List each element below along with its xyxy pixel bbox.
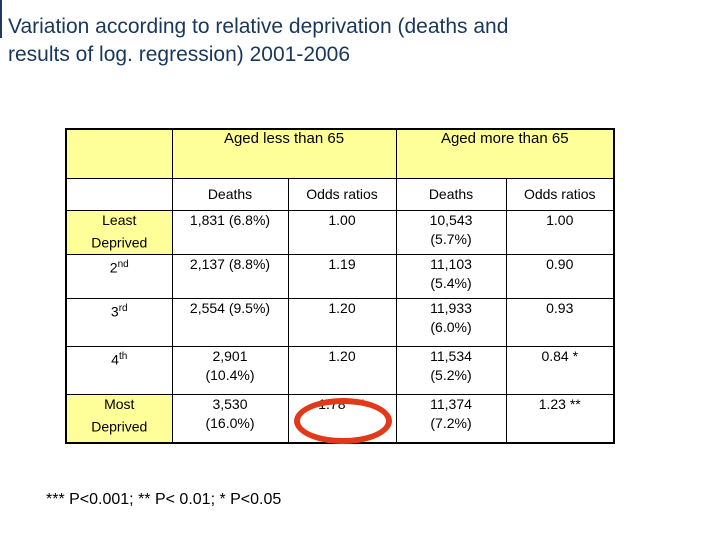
row-label-suffix: th: [118, 350, 128, 362]
table-row-most-deprived: Most Deprived 3,530 (16.0%) 1.78 *** 11,…: [65, 393, 615, 444]
cell-deaths-lt65: 1,831 (6.8%): [171, 209, 289, 255]
slide-edge-line: [0, 0, 2, 38]
row-label-text: 4: [111, 351, 119, 368]
row-label-text: 2: [109, 259, 118, 276]
cell-odds-lt65: 1.00: [287, 209, 397, 255]
subheader-odds-lt65: Odds ratios: [287, 177, 397, 211]
table-row-2nd: 2nd 2,137 (8.8%) 1.19 11,103 (5.4%) 0.90: [65, 253, 615, 299]
row-label-most-deprived: Most Deprived: [65, 393, 173, 444]
row-label-text: 3: [110, 303, 119, 320]
row-label-text: Most Deprived: [91, 395, 148, 435]
table-row-3rd: 3rd 2,554 (9.5%) 1.20 11,933 (6.0%) 0.93: [65, 297, 615, 347]
table-row-4th: 4th 2,901 (10.4%) 1.20 11,534 (5.2%) 0.8…: [65, 345, 615, 395]
table-row-least-deprived: Least Deprived 1,831 (6.8%) 1.00 10,543 …: [65, 209, 615, 255]
significance-footnote: *** P<0.001; ** P< 0.01; * P<0.05: [46, 491, 282, 508]
cell-odds-gt65: 1.00: [505, 209, 615, 255]
cell-deaths-gt65: 11,534 (5.2%): [395, 345, 507, 395]
row-label-4th: 4th: [65, 345, 173, 395]
cell-odds-lt65: 1.20: [287, 345, 397, 395]
cell-odds-lt65: 1.20: [287, 297, 397, 347]
cell-deaths-lt65: 3,530 (16.0%): [171, 393, 289, 444]
table-group-header-row: Aged less than 65 Aged more than 65: [65, 128, 615, 179]
row-label-suffix: rd: [118, 302, 128, 314]
cell-deaths-gt65: 10,543 (5.7%): [395, 209, 507, 255]
cell-odds-gt65: 1.23 **: [505, 393, 615, 444]
column-group-aged-more-than-65: Aged more than 65: [395, 128, 615, 179]
table-subheader-row: Deaths Odds ratios Deaths Odds ratios: [65, 177, 615, 211]
cell-odds-gt65: 0.90: [505, 253, 615, 299]
row-label-2nd: 2nd: [65, 253, 173, 299]
cell-deaths-lt65: 2,901 (10.4%): [171, 345, 289, 395]
row-label-least-deprived: Least Deprived: [65, 209, 173, 255]
row-label-suffix: nd: [117, 258, 129, 270]
row-label-3rd: 3rd: [65, 297, 173, 347]
cell-odds-lt65: 1.19: [287, 253, 397, 299]
subheader-deaths-gt65: Deaths: [395, 177, 507, 211]
cell-deaths-gt65: 11,374 (7.2%): [395, 393, 507, 444]
subheader-deaths-lt65: Deaths: [171, 177, 289, 211]
subheader-odds-gt65: Odds ratios: [505, 177, 615, 211]
table-corner-cell: [65, 128, 173, 179]
column-group-aged-less-than-65: Aged less than 65: [171, 128, 397, 179]
slide-title: Variation according to relative deprivat…: [8, 15, 509, 66]
cell-odds-gt65: 0.93: [505, 297, 615, 347]
cell-deaths-lt65: 2,554 (9.5%): [171, 297, 289, 347]
row-label-text: Least Deprived: [91, 211, 148, 251]
cell-deaths-gt65: 11,103 (5.4%): [395, 253, 507, 299]
cell-odds-gt65: 0.84 *: [505, 345, 615, 395]
subheader-empty-cell: [65, 177, 173, 211]
deprivation-table: Aged less than 65 Aged more than 65 Deat…: [65, 128, 615, 444]
cell-odds-lt65-circled: 1.78 ***: [287, 393, 397, 444]
cell-deaths-lt65: 2,137 (8.8%): [171, 253, 289, 299]
cell-deaths-gt65: 11,933 (6.0%): [395, 297, 507, 347]
